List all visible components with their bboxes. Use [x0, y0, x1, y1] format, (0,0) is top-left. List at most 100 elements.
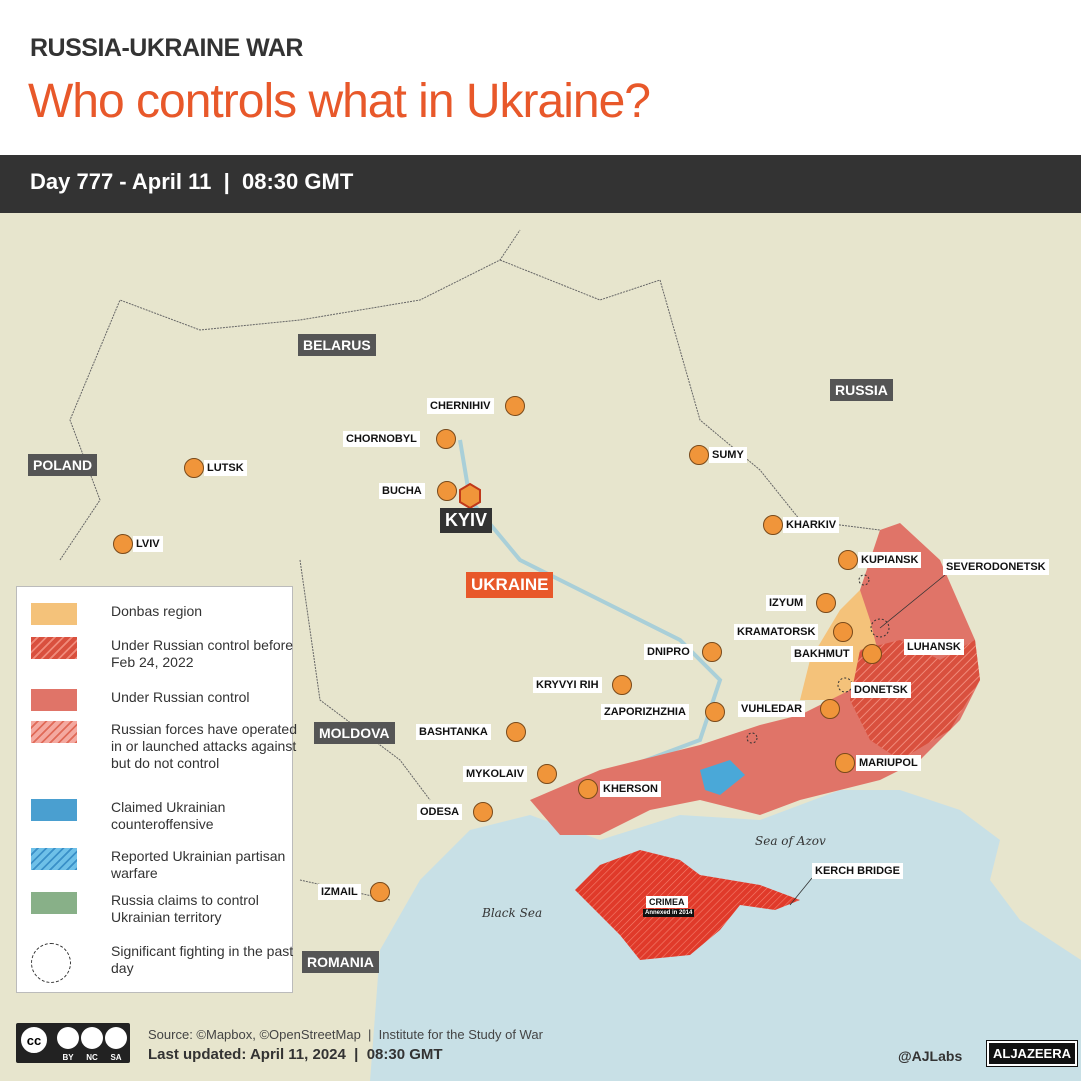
fighting-circle: [746, 732, 758, 744]
legend-swatch: [31, 799, 77, 821]
city-label: CHERNIHIV: [427, 398, 494, 414]
fighting-circle: [870, 618, 890, 638]
city-dot: [370, 882, 390, 902]
legend: Donbas region Under Russian control befo…: [16, 586, 297, 993]
city-dot: [113, 534, 133, 554]
city-dot: [820, 699, 840, 719]
city-dot: [436, 429, 456, 449]
legend-item: Significant fighting in the past day: [31, 943, 301, 983]
city-label: KUPIANSK: [858, 552, 922, 568]
city-label: KRYVYI RIH: [533, 677, 602, 693]
city-dot: [689, 445, 709, 465]
city-dot: [833, 622, 853, 642]
city-dot: [705, 702, 725, 722]
city-dot: [835, 753, 855, 773]
legend-swatch: [31, 721, 77, 743]
city-label: LVIV: [133, 536, 163, 552]
city-label: BUCHA: [379, 483, 425, 499]
callout-luhansk: LUHANSK: [904, 639, 964, 655]
sea: [370, 790, 1081, 1081]
country-belarus: BELARUS: [298, 334, 376, 356]
city-label: DNIPRO: [644, 644, 693, 660]
city-label: MARIUPOL: [856, 755, 921, 771]
cc-by: BY: [62, 1053, 74, 1062]
callout-donetsk: DONETSK: [851, 682, 911, 698]
header: RUSSIA-UKRAINE WAR Who controls what in …: [0, 0, 1081, 155]
city-dot: [505, 396, 525, 416]
city-dot: [862, 644, 882, 664]
last-updated: Last updated: April 11, 2024 | 08:30 GMT: [148, 1046, 443, 1063]
cc-icons: cc BY NC SA: [19, 1025, 127, 1062]
legend-item: Under Russian control before Feb 24, 202…: [31, 637, 301, 671]
city-label: IZYUM: [766, 595, 807, 611]
aljazeera-logo: ALJAZEERA: [985, 1040, 1079, 1067]
city-label: KHERSON: [600, 781, 662, 797]
day-bar: Day 777 - April 11 | 08:30 GMT: [0, 155, 1081, 213]
kakhovka-reservoir: [700, 760, 745, 795]
city-dot: [473, 802, 493, 822]
leader-line: [879, 574, 946, 629]
city-label: IZMAIL: [318, 884, 361, 900]
crimea-note: Annexed in 2014: [643, 909, 695, 917]
svg-text:cc: cc: [27, 1033, 41, 1048]
city-dot: [838, 550, 858, 570]
page-title: Who controls what in Ukraine?: [28, 75, 651, 128]
legend-item: Donbas region: [31, 603, 301, 625]
city-dot: [702, 642, 722, 662]
sea-of-azov-label: Sea of Azov: [755, 834, 826, 848]
city-label: BASHTANKA: [416, 724, 491, 740]
city-dot: [184, 458, 204, 478]
legend-swatch: [31, 689, 77, 711]
city-label: VUHLEDAR: [738, 701, 806, 717]
city-dot: [816, 593, 836, 613]
city-dot: [578, 779, 598, 799]
pre-2022-control-area: [850, 640, 980, 760]
country-moldova: MOLDOVA: [314, 722, 395, 744]
legend-swatch: [31, 892, 77, 914]
dashed-circle-icon: [31, 943, 71, 983]
city-label: MYKOLAIV: [463, 766, 528, 782]
legend-item: Under Russian control: [31, 689, 301, 711]
city-label: BAKHMUT: [791, 646, 853, 662]
city-label: SUMY: [709, 447, 747, 463]
legend-item: Russian forces have operated in or launc…: [31, 721, 301, 772]
city-label: ODESA: [417, 804, 463, 820]
city-label: KHARKIV: [783, 517, 840, 533]
country-russia: RUSSIA: [830, 379, 893, 401]
country-ukraine: UKRAINE: [466, 572, 554, 598]
kyiv-marker: [459, 482, 481, 510]
city-label: ZAPORIZHZHIA: [601, 704, 689, 720]
ajlabs-handle: @AJLabs: [898, 1048, 963, 1064]
city-dot: [437, 481, 457, 501]
city-dot: [506, 722, 526, 742]
city-label: LUTSK: [204, 460, 247, 476]
city-dot: [537, 764, 557, 784]
capital-kyiv: KYIV: [440, 508, 493, 533]
crimea-area: [575, 850, 800, 960]
dnipro-river: [458, 439, 723, 792]
cc-nc: NC: [86, 1053, 98, 1062]
country-poland: POLAND: [28, 454, 98, 476]
city-dot: [763, 515, 783, 535]
source-text: Source: ©Mapbox, ©OpenStreetMap | Instit…: [148, 1027, 543, 1042]
kerch-leader: [789, 877, 813, 906]
legend-item: Russia claims to control Ukrainian terri…: [31, 892, 301, 926]
legend-swatch: [31, 848, 77, 870]
fighting-circle: [858, 574, 870, 586]
kicker: RUSSIA-UKRAINE WAR: [30, 34, 303, 62]
legend-swatch: [31, 637, 77, 659]
cc-sa: SA: [110, 1053, 121, 1062]
crimea-label: CRIMEA: [646, 896, 688, 908]
creative-commons-badge: cc BY NC SA: [16, 1023, 130, 1063]
legend-item: Claimed Ukrainian counteroffensive: [31, 799, 301, 833]
city-label: CHORNOBYL: [343, 431, 420, 447]
city-label: KRAMATORSK: [734, 624, 819, 640]
callout-severodonetsk: SEVERODONETSK: [943, 559, 1049, 575]
callout-kerch-bridge: KERCH BRIDGE: [812, 863, 903, 879]
city-dot: [612, 675, 632, 695]
border-lines: [59, 229, 881, 901]
country-romania: ROMANIA: [302, 951, 379, 973]
legend-item: Reported Ukrainian partisan warfare: [31, 848, 301, 882]
legend-swatch: [31, 603, 77, 625]
black-sea-label: Black Sea: [482, 906, 543, 920]
